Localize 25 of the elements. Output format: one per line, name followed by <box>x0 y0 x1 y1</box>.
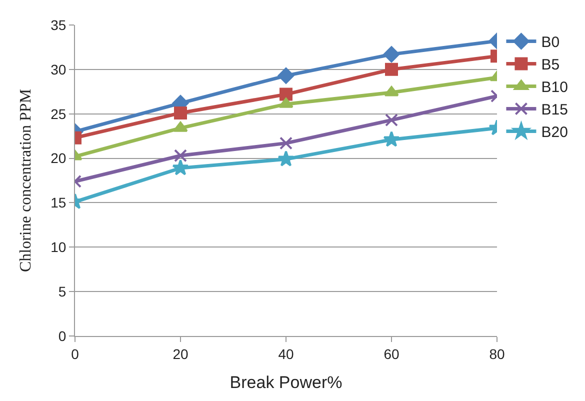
point <box>278 68 294 84</box>
x-tick-label: 40 <box>278 346 294 362</box>
point <box>278 98 294 108</box>
point <box>280 136 292 150</box>
y-tick-label: 30 <box>50 61 66 78</box>
legend-label: B10 <box>541 79 568 96</box>
y-tick-label: 35 <box>50 16 66 33</box>
legend-label: B15 <box>541 102 568 119</box>
y-tick-label: 0 <box>58 328 66 344</box>
y-axis-title: Chlorine concentration PPM <box>18 88 35 272</box>
point <box>278 150 294 166</box>
y-tick-label: 15 <box>50 194 66 211</box>
x-axis-title: Break Power% <box>230 373 342 392</box>
x-tick-label: 60 <box>384 346 400 362</box>
y-tick-label: 10 <box>50 239 66 256</box>
x-tick-label: 20 <box>172 346 188 362</box>
y-tick-label: 20 <box>50 150 66 166</box>
legend-label: B0 <box>541 34 560 52</box>
legend-label: B20 <box>541 124 568 142</box>
point <box>280 88 292 101</box>
legend-label: B5 <box>541 56 560 74</box>
x-tick-label: 80 <box>489 346 505 362</box>
y-tick-label: 5 <box>58 283 66 300</box>
y-tick-label: 25 <box>50 106 66 122</box>
x-tick-label: 0 <box>71 346 80 362</box>
